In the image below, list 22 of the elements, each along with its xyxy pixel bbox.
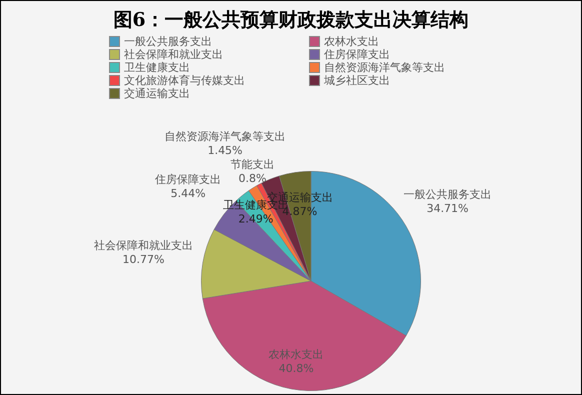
- legend-label: 卫生健康支出: [124, 60, 190, 74]
- legend-label: 一般公共服务支出: [124, 34, 212, 48]
- data-label: 10.77%: [122, 253, 165, 266]
- slice-label: 一般公共服务支出: [404, 188, 492, 201]
- chart-title: 图6：一般公共预算财政拨款支出决算结构: [112, 8, 470, 33]
- data-label: 5.44%: [170, 186, 206, 200]
- legend-label: 自然资源海洋气象等支出: [324, 60, 445, 74]
- slice-label: 农林水支出: [268, 348, 324, 361]
- data-label: 34.71%: [426, 202, 469, 215]
- data-label: 1.45%: [208, 144, 243, 157]
- legend-label: 交通运输支出: [124, 86, 190, 100]
- legend-label: 文化旅游体育与传媒支出: [124, 72, 245, 88]
- text: 节能支出: [230, 158, 274, 171]
- data-label: 0.8%: [238, 172, 266, 185]
- legend-label: 社会保障和就业支出: [124, 47, 223, 62]
- legend-label: 住房保障支出: [324, 46, 390, 62]
- legend-label: 城乡社区支出: [324, 73, 390, 88]
- slice-label: 社会保障和就业支出: [94, 239, 194, 252]
- legend-label: 农林水支出: [324, 34, 379, 48]
- slice-label: 住房保障支出: [155, 172, 222, 186]
- data-label: 40.8%: [278, 362, 314, 375]
- slice-label: 自然资源海洋气象等支出: [164, 130, 286, 143]
